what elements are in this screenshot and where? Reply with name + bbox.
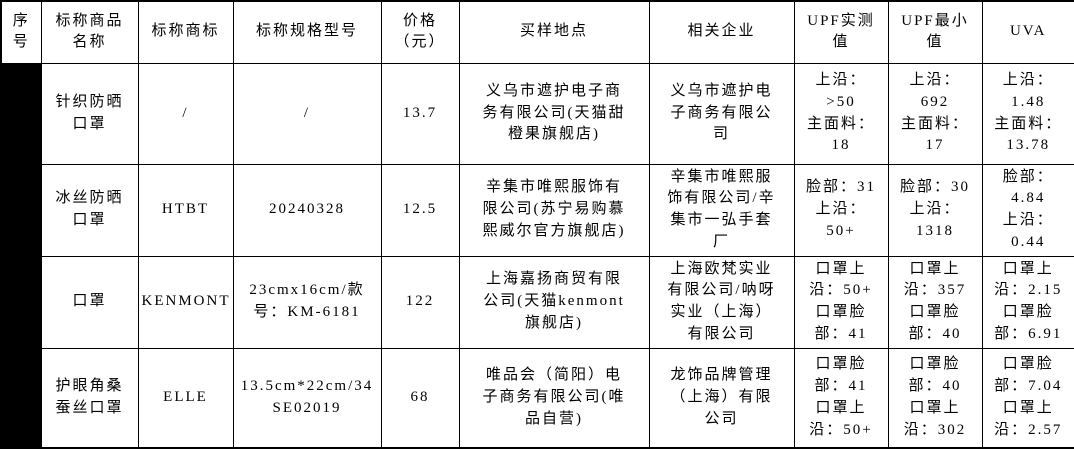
col-header-spec-model: 标称规格型号 — [232, 0, 382, 64]
cell-upf-measured: 口罩脸 部：41 口罩上 沿：50+ — [793, 347, 889, 449]
cell-upf-measured: 上沿： >50 主面料： 18 — [793, 62, 889, 165]
col-header-serial-number: 序 号 — [0, 0, 42, 64]
cell-related-company: 龙饰品牌管理 （上海）有限 公司 — [648, 347, 795, 449]
cell-price: 12.5 — [380, 163, 460, 257]
cell-product-name: 护眼角桑 蚕丝口罩 — [40, 347, 139, 449]
cell-upf-min: 脸部：30 上沿： 1318 — [887, 163, 983, 257]
cell-purchase-location: 上海嘉扬商贸有限 公司(天猫kenmont 旗舰店) — [458, 255, 650, 349]
cell-price: 122 — [380, 255, 460, 349]
cell-purchase-location: 唯品会（简阳）电 子商务有限公司(唯 品自营) — [458, 347, 650, 449]
cell-brand: ELLE — [137, 347, 234, 449]
cell-brand: / — [137, 62, 234, 165]
cell-purchase-location: 义乌市遮护电子商 务有限公司(天猫甜 橙果旗舰店) — [458, 62, 650, 165]
col-header-product-name: 标称商品 名称 — [40, 0, 139, 64]
col-header-brand: 标称商标 — [137, 0, 234, 64]
col-header-upf-min: UPF最小 值 — [887, 0, 983, 64]
cell-brand: HTBT — [137, 163, 234, 257]
col-header-related-company: 相关企业 — [648, 0, 795, 64]
header-row: 序 号 标称商品 名称 标称商标 标称规格型号 价格 （元） 买样地点 相关企业… — [0, 0, 1074, 64]
cell-uva: 脸部： 4.84 上沿： 0.44 — [981, 163, 1074, 257]
cell-uva: 口罩上 沿：2.15 口罩脸 部：6.91 — [981, 255, 1074, 349]
redacted-serial-cell — [0, 62, 42, 449]
cell-price: 68 — [380, 347, 460, 449]
cell-spec-model: 20240328 — [232, 163, 382, 257]
cell-upf-measured: 脸部：31 上沿： 50+ — [793, 163, 889, 257]
cell-upf-measured: 口罩上 沿：50+ 口罩脸 部：41 — [793, 255, 889, 349]
col-header-upf-measured: UPF实测 值 — [793, 0, 889, 64]
cell-product-name: 口罩 — [40, 255, 139, 349]
cell-brand: KENMONT — [137, 255, 234, 349]
table-row: 冰丝防晒 口罩 HTBT 20240328 12.5 辛集市唯熙服饰有 限公司(… — [1, 163, 1074, 257]
cell-uva: 口罩脸 部：7.04 口罩上 沿：2.57 — [981, 347, 1074, 449]
cell-related-company: 上海欧梵实业 有限公司/呐呀 实业（上海） 有限公司 — [648, 255, 795, 349]
cell-upf-min: 上沿： 692 主面料： 17 — [887, 62, 983, 165]
table-row: 护眼角桑 蚕丝口罩 ELLE 13.5cm*22cm/34 SE02019 68… — [1, 347, 1074, 449]
col-header-price: 价格 （元） — [380, 0, 460, 64]
table-row: 口罩 KENMONT 23cmx16cm/款 号：KM-6181 122 上海嘉… — [1, 255, 1074, 349]
cell-upf-min: 口罩脸 部：40 口罩上 沿：302 — [887, 347, 983, 449]
cell-related-company: 辛集市唯熙服 饰有限公司/辛 集市一弘手套 厂 — [648, 163, 795, 257]
cell-related-company: 义乌市遮护电 子商务有限公 司 — [648, 62, 795, 165]
cell-product-name: 冰丝防晒 口罩 — [40, 163, 139, 257]
cell-spec-model: / — [232, 62, 382, 165]
cell-uva: 上沿： 1.48 主面料： 13.78 — [981, 62, 1074, 165]
cell-price: 13.7 — [380, 62, 460, 165]
cell-upf-min: 口罩上 沿：357 口罩脸 部：40 — [887, 255, 983, 349]
cell-product-name: 针织防晒 口罩 — [40, 62, 139, 165]
cell-purchase-location: 辛集市唯熙服饰有 限公司(苏宁易购慕 熙威尔官方旗舰店) — [458, 163, 650, 257]
col-header-uva: UVA — [981, 0, 1074, 64]
col-header-purchase-location: 买样地点 — [458, 0, 650, 64]
cell-spec-model: 23cmx16cm/款 号：KM-6181 — [232, 255, 382, 349]
cell-spec-model: 13.5cm*22cm/34 SE02019 — [232, 347, 382, 449]
table-row: 针织防晒 口罩 / / 13.7 义乌市遮护电子商 务有限公司(天猫甜 橙果旗舰… — [0, 62, 1074, 449]
